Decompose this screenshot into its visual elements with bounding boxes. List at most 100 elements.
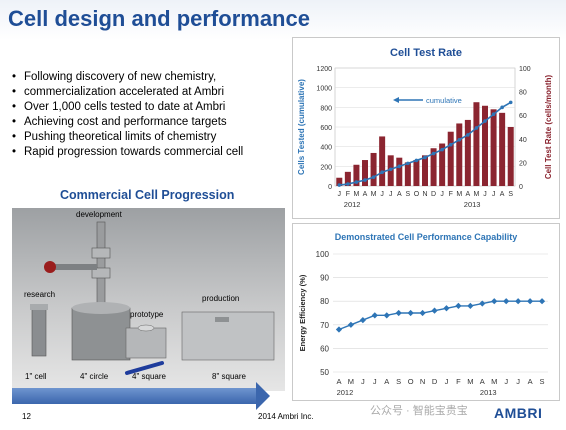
cumulative-point xyxy=(431,151,436,156)
label-cell-4in-square: 4" square xyxy=(132,372,166,381)
label-cell-4in-circle: 4" circle xyxy=(80,372,109,381)
y-tick-label: 70 xyxy=(320,321,329,330)
label-cell-8in-square: 8" square xyxy=(212,372,246,381)
bar xyxy=(430,148,437,186)
bullet-item: commercialization accelerated at Ambri xyxy=(10,85,243,100)
x-tick-label: S xyxy=(540,377,545,386)
bar xyxy=(353,164,360,186)
copyright: 2014 Ambri Inc. xyxy=(258,412,314,421)
y-tick-label: 80 xyxy=(320,297,329,306)
bar xyxy=(422,155,428,186)
bar xyxy=(473,102,480,186)
x-tick-label: M xyxy=(348,377,354,386)
y-tick-label: 800 xyxy=(320,105,332,112)
bullet-item: Rapid progression towards commercial cel… xyxy=(10,145,243,160)
slide-title: Cell design and performance xyxy=(8,6,310,31)
x-tick-label: A xyxy=(480,377,485,386)
bullet-item: Pushing theoretical limits of chemistry xyxy=(10,130,243,145)
year-label: 2013 xyxy=(480,388,497,397)
label-prototype: prototype xyxy=(130,310,164,319)
efficiency-point xyxy=(526,298,534,305)
cumulative-point xyxy=(508,100,513,105)
efficiency-point xyxy=(407,309,414,317)
y2-tick-label: 40 xyxy=(519,137,527,144)
y2-tick-label: 100 xyxy=(519,66,531,73)
efficiency-point xyxy=(419,309,426,317)
y-tick-label: 1000 xyxy=(316,86,332,93)
x-tick-label: A xyxy=(466,191,471,198)
bar xyxy=(439,143,446,186)
x-tick-label: J xyxy=(492,191,496,198)
label-cell-1in: 1" cell xyxy=(25,372,47,381)
x-tick-label: S xyxy=(406,191,411,198)
efficiency-point xyxy=(467,302,474,310)
year-label: 2012 xyxy=(344,200,361,209)
x-tick-label: F xyxy=(456,377,461,386)
bar xyxy=(413,160,420,186)
y-tick-label: 60 xyxy=(320,344,329,353)
x-tick-label: D xyxy=(431,191,436,198)
x-tick-label: D xyxy=(432,377,438,386)
y-tick-label: 100 xyxy=(316,250,330,259)
ambri-logo: AMBRI xyxy=(494,405,543,421)
cell-progression-photo: development research prototype productio… xyxy=(12,208,285,391)
x-tick-label: F xyxy=(449,191,453,198)
cumulative-point xyxy=(388,167,393,172)
bar xyxy=(404,162,411,186)
bar xyxy=(464,119,471,186)
y-tick-label: 50 xyxy=(320,368,329,377)
cumulative-point xyxy=(491,112,496,117)
y-tick-label: 0 xyxy=(328,184,332,191)
bullet-item: Achieving cost and performance targets xyxy=(10,115,243,130)
performance-panel: Demonstrated Cell Performance Capability… xyxy=(292,223,560,401)
x-tick-label: J xyxy=(389,191,393,198)
bar xyxy=(370,152,377,186)
x-tick-label: J xyxy=(373,377,377,386)
bar xyxy=(379,136,386,186)
performance-chart: Demonstrated Cell Performance Capability… xyxy=(298,232,548,397)
bar xyxy=(507,127,514,186)
x-tick-label: J xyxy=(380,191,384,198)
x-tick-label: N xyxy=(422,191,427,198)
year-label: 2013 xyxy=(464,200,481,209)
x-tick-label: M xyxy=(467,377,473,386)
efficiency-point xyxy=(359,316,366,324)
efficiency-point xyxy=(371,312,378,319)
bar xyxy=(490,109,497,186)
bullet-item: Over 1,000 cells tested to date at Ambri xyxy=(10,100,243,115)
cumulative-point xyxy=(448,142,453,147)
cumulative-point xyxy=(483,119,487,123)
cumulative-point xyxy=(354,180,359,184)
y-tick-label: 1200 xyxy=(316,66,332,73)
cumulative-point xyxy=(397,164,402,169)
y-tick-label: 600 xyxy=(320,125,332,132)
x-tick-label: A xyxy=(336,377,341,386)
annotation-arrow-head xyxy=(393,97,399,103)
x-tick-label: O xyxy=(414,191,420,198)
efficiency-point xyxy=(538,298,546,305)
progression-arrow xyxy=(12,388,257,404)
y2-tick-label: 80 xyxy=(519,90,527,97)
x-tick-label: M xyxy=(474,191,480,198)
page-number: 12 xyxy=(22,412,31,421)
x-tick-label: O xyxy=(408,377,414,386)
x-tick-label: F xyxy=(346,191,350,198)
chart-title: Cell Test Rate xyxy=(390,47,462,59)
cell-test-rate-panel: Cell Test Rate 0 200 400 600 800 1000 1200 0 20 40… xyxy=(292,37,560,219)
efficiency-point xyxy=(395,309,402,317)
bar xyxy=(456,123,463,186)
y-tick-label: 200 xyxy=(320,164,332,171)
x-tick-label: M xyxy=(371,191,377,198)
x-tick-label: J xyxy=(338,191,342,198)
x-tick-label: M xyxy=(456,191,462,198)
efficiency-point xyxy=(347,321,355,328)
bar xyxy=(344,171,351,186)
efficiency-line xyxy=(338,300,543,331)
progression-arrow-head xyxy=(256,382,270,410)
y2-tick-label: 20 xyxy=(519,160,527,167)
cumulative-point xyxy=(457,137,462,142)
x-tick-label: S xyxy=(396,377,401,386)
cumulative-point xyxy=(363,178,367,182)
x-tick-label: M xyxy=(354,191,360,198)
label-production: production xyxy=(202,294,240,303)
